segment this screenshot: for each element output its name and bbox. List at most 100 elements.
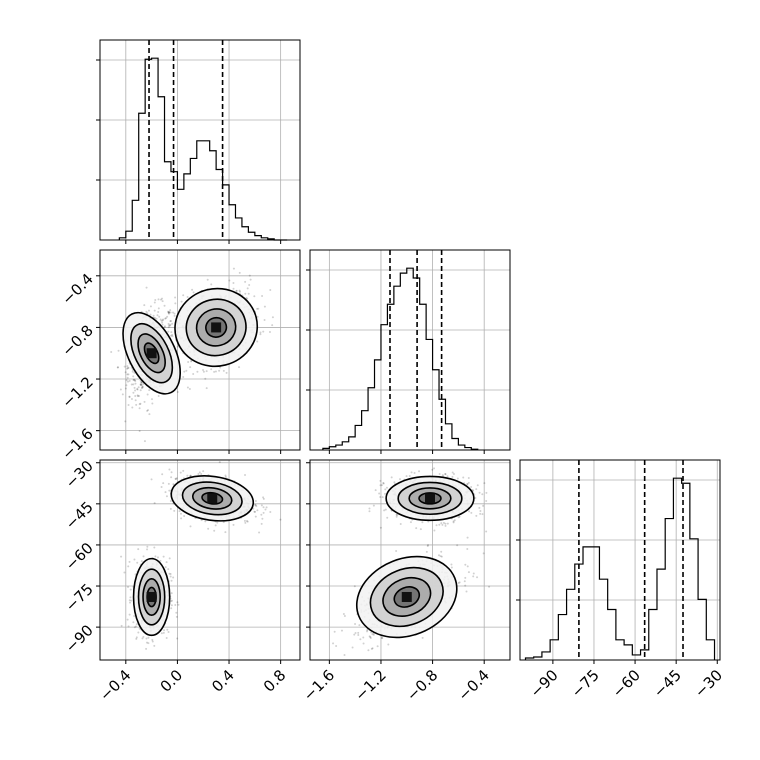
scatter-point [244,521,247,524]
scatter-point [177,603,180,606]
scatter-point [478,491,481,494]
scatter-point [210,283,213,286]
scatter-point [136,387,139,390]
scatter-point [170,604,173,607]
x-tick-label: 0.8 [260,666,290,696]
y-tick-label: −30 [62,457,97,492]
scatter-point [362,642,365,645]
scatter-point [153,546,156,549]
scatter-point [260,513,263,516]
scatter-point [120,624,123,627]
scatter-point [167,322,170,325]
scatter-point [451,471,454,474]
scatter-point [189,525,192,528]
scatter-point [458,581,461,584]
scatter-point [139,389,142,392]
scatter-point [167,330,170,333]
scatter-point [165,637,168,640]
scatter-point [164,325,167,328]
scatter-point [168,324,171,327]
scatter-point [189,474,192,477]
scatter-point [150,398,153,401]
scatter-point [255,505,258,508]
scatter-point [182,469,185,472]
scatter-point [186,295,189,298]
scatter-point [458,515,461,518]
scatter-point [137,386,140,389]
scatter-point [149,313,152,316]
scatter-point [246,297,249,300]
scatter-point [464,576,467,579]
scatter-point [126,618,129,621]
scatter-point [204,520,207,523]
scatter-point [523,507,525,509]
scatter-point [387,643,390,646]
scatter-point [153,301,156,304]
scatter-point [369,636,372,639]
scatter-point [202,368,205,371]
scatter-point [192,291,195,294]
scatter-point [466,482,469,485]
scatter-point [262,511,265,514]
histogram-panel-2 [516,460,720,660]
scatter-point [170,471,173,474]
scatter-point [149,305,152,308]
scatter-point [175,477,178,480]
scatter-point [148,389,151,392]
scatter-point [366,630,369,633]
scatter-point [172,311,175,314]
scatter-point [167,311,170,314]
scatter-point [170,331,173,334]
scatter-point [172,483,175,486]
scatter-point [368,635,371,638]
scatter-point [263,319,266,322]
scatter-point [143,400,146,403]
scatter-point [188,387,191,390]
scatter-point [479,512,482,515]
scatter-point [176,345,179,348]
y-tick-label: −0.4 [58,270,96,308]
scatter-point [138,403,141,406]
scatter-point [376,645,379,648]
histogram-frame-0 [99,39,301,241]
scatter-point [162,631,165,634]
x-tick-label: 0.0 [157,666,187,696]
scatter-point [152,314,155,317]
scatter-point [409,521,412,524]
scatter-point [139,383,142,386]
scatter-point [483,482,486,485]
scatter-point [381,496,384,499]
scatter-point [160,632,163,635]
density-peak [146,591,157,602]
scatter-point [269,288,272,291]
scatter-point [126,380,129,383]
scatter-point [410,471,413,474]
scatter-point [176,601,179,604]
scatter-point [444,524,447,527]
scatter-point [207,527,210,530]
scatter-point [169,334,172,337]
scatter-point [134,399,137,402]
scatter-point [153,309,156,312]
scatter-point [260,504,263,507]
scatter-point [175,615,178,618]
scatter-point [132,375,135,378]
scatter-point [167,311,170,314]
scatter-point [343,654,346,657]
scatter-point [155,317,158,320]
scatter-point [126,373,129,376]
scatter-point [154,298,157,301]
scatter-point [399,478,402,481]
scatter-point [253,510,256,513]
scatter-point [370,647,373,650]
scatter-point [132,378,135,381]
scatter-point [271,324,274,327]
scatter-point [141,386,144,389]
scatter-point [135,403,138,406]
scatter-point [162,555,165,558]
scatter-point [154,555,157,558]
scatter-point [168,489,171,492]
scatter-point [427,544,430,547]
scatter-point [264,508,267,511]
scatter-point [187,361,190,364]
